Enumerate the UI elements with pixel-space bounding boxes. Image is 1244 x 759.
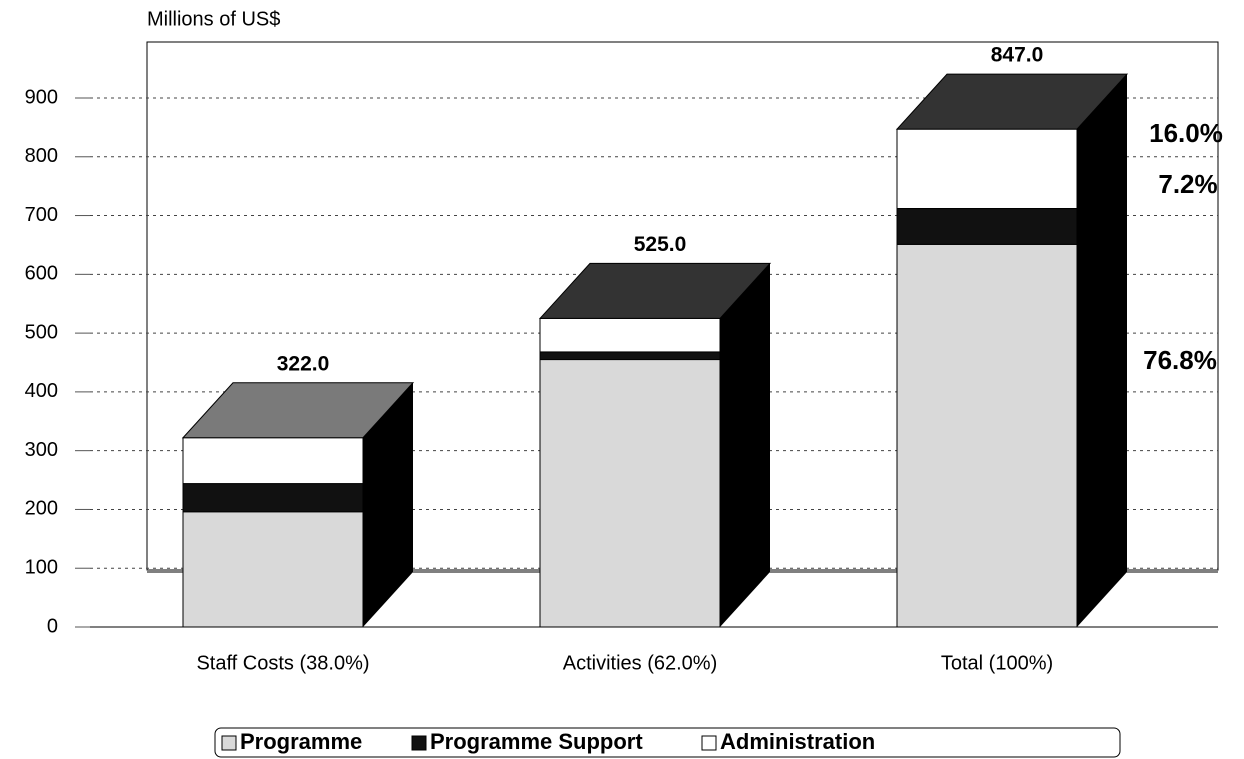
y-tick-label: 300 (25, 439, 58, 461)
total-label: 525.0 (634, 233, 687, 256)
legend-label: Administration (720, 729, 875, 754)
bar-segment (896, 128, 1078, 210)
x-tick-label: Activities (62.0%) (563, 652, 718, 674)
legend-swatch (701, 735, 717, 751)
bar-segment (539, 351, 721, 361)
legend-box (214, 727, 1121, 758)
y-tick-label: 700 (25, 204, 58, 226)
bar-side (1077, 74, 1127, 627)
bar-segment (896, 243, 1078, 628)
percent-annotation: 7.2% (1158, 169, 1217, 199)
bar-top (538, 262, 772, 319)
x-tick-label: Total (100%) (941, 652, 1053, 674)
y-tick-label: 500 (25, 321, 58, 343)
bar-side (720, 263, 770, 627)
bar-segment (539, 359, 721, 628)
y-tick-label: 800 (25, 145, 58, 167)
bar-segment (539, 317, 721, 353)
percent-annotation: 16.0% (1149, 118, 1223, 148)
x-tick-label: Staff Costs (38.0%) (196, 652, 369, 674)
total-label: 322.0 (277, 352, 330, 375)
legend-swatch (221, 735, 237, 751)
bar-segment (182, 511, 364, 628)
y-axis-label: Millions of US$ (147, 8, 280, 30)
bar-side (363, 382, 413, 627)
legend-label: Programme (240, 729, 362, 754)
legend-label: Programme Support (430, 729, 643, 754)
y-tick-label: 900 (25, 86, 58, 108)
y-tick-label: 400 (25, 380, 58, 402)
bar-top (181, 382, 415, 439)
bar-segment (896, 208, 1078, 245)
bar-segment (182, 483, 364, 513)
legend-swatch (411, 735, 427, 751)
total-label: 847.0 (991, 44, 1044, 67)
percent-annotation: 76.8% (1143, 345, 1217, 375)
y-tick-label: 600 (25, 263, 58, 285)
y-tick-label: 0 (47, 615, 58, 637)
bar-top (895, 73, 1129, 130)
y-tick-label: 200 (25, 498, 58, 520)
bar-segment (182, 437, 364, 485)
y-tick-label: 100 (25, 557, 58, 579)
